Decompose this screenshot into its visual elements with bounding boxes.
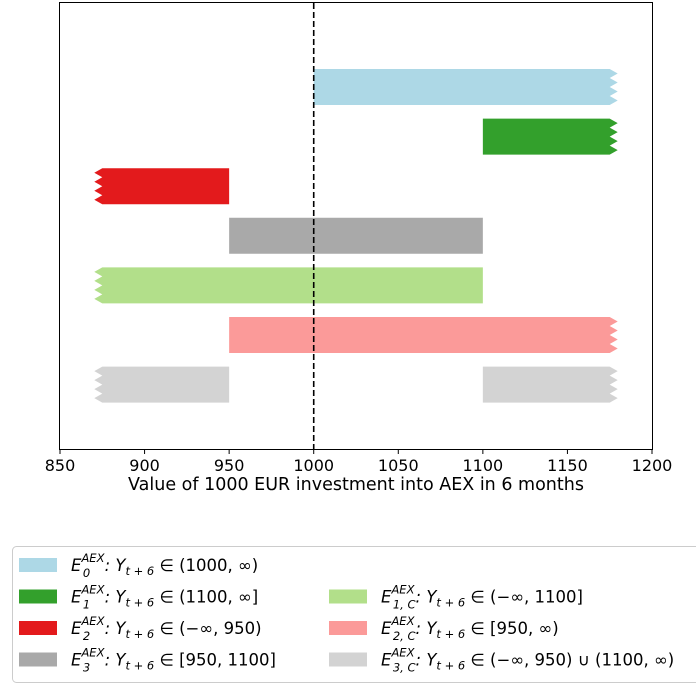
legend-swatch-E2C xyxy=(329,621,367,635)
x-tick-label-1200: 1200 xyxy=(632,456,673,475)
bar-E3C-segment-2 xyxy=(482,366,618,403)
legend-label-E1: EAEX 1: Yt + 6 ∈ (1100, ∞] xyxy=(71,583,258,612)
x-tick-label-1050: 1050 xyxy=(378,456,419,475)
legend-label-E1C: EAEX 1, C: Yt + 6 ∈ (−∞, 1100] xyxy=(381,583,583,612)
x-axis: 850 900 950 1000 1050 1100 1150 1200 xyxy=(45,449,673,475)
bar-E2C-segment-1 xyxy=(229,317,618,353)
legend-swatch-E0 xyxy=(19,558,57,572)
x-axis-label: Value of 1000 EUR investment into AEX in… xyxy=(128,475,584,495)
legend-label-E2: EAEX 2: Yt + 6 ∈ (−∞, 950) xyxy=(71,614,262,643)
bars-layer xyxy=(94,69,618,403)
x-tick-label-950: 950 xyxy=(214,456,245,475)
legend-frame xyxy=(12,546,696,683)
x-tick-label-900: 900 xyxy=(129,456,160,475)
bar-E2-segment-1 xyxy=(94,168,230,205)
legend-swatch-E3 xyxy=(19,652,57,667)
legend-swatch-E1 xyxy=(19,589,57,604)
legend-label-E2C: EAEX 2, C: Yt + 6 ∈ [950, ∞) xyxy=(381,614,559,643)
bar-E1-segment-1 xyxy=(482,118,618,155)
x-tick-label-1100: 1100 xyxy=(462,456,503,475)
legend-swatch-E1C xyxy=(329,589,367,604)
bar-E0-segment-1 xyxy=(313,69,618,105)
legend-swatch-E3C xyxy=(329,652,367,667)
plot-frame xyxy=(59,2,653,450)
legend-label-E3C: EAEX 3, C: Yt + 6 ∈ (−∞, 950) ∪ (1100, ∞) xyxy=(381,646,674,675)
bar-E1C-segment-1 xyxy=(94,267,483,304)
x-tick-label-850: 850 xyxy=(45,456,76,475)
legend: EAEX 0: Yt + 6 ∈ (1000, ∞) EAEX 1: Yt + 6 ∈… xyxy=(12,546,696,683)
x-tick-label-1150: 1150 xyxy=(547,456,588,475)
legend-label-E3: EAEX 3: Yt + 6 ∈ [950, 1100] xyxy=(71,646,276,675)
legend-label-E0: EAEX 0: Yt + 6 ∈ (1000, ∞) xyxy=(71,551,258,580)
legend-swatch-E2 xyxy=(19,621,57,635)
x-tick-label-1000: 1000 xyxy=(293,456,334,475)
bar-E3-segment-1 xyxy=(229,217,483,254)
bar-E3C-segment-1 xyxy=(94,366,230,403)
